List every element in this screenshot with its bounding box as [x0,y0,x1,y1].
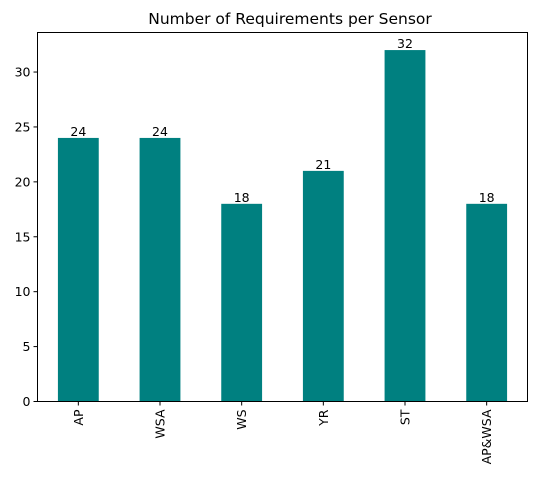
value-label-4: 32 [397,36,413,51]
x-axis: AP WSA WS YR ST AP&WSA [71,401,494,464]
y-tick-label-6: 30 [15,65,31,80]
value-label-3: 21 [315,157,331,172]
x-tick-label-0: AP [71,409,86,426]
x-tick-label-2: WS [234,409,249,429]
value-label-5: 18 [479,190,495,205]
y-tick-label-5: 25 [15,119,31,134]
x-tick-label-3: YR [316,409,331,427]
x-tick-label-1: WSA [153,409,168,439]
y-tick-label-0: 0 [23,394,31,409]
value-label-2: 18 [234,190,250,205]
value-label-1: 24 [152,124,168,139]
bar-3 [302,170,344,402]
x-tick-label-4: ST [398,409,413,425]
y-tick-label-4: 20 [15,174,31,189]
bars-layer [57,50,508,402]
bar-0 [57,137,99,402]
y-tick-label-1: 5 [23,339,31,354]
chart-title: Number of Requirements per Sensor [148,10,432,28]
bar-1 [139,137,181,402]
bar-5 [466,203,508,402]
value-labels-layer: 24 24 18 21 32 18 [70,36,494,205]
plot-frame [37,32,528,402]
y-tick-label-2: 10 [15,284,31,299]
bar-4 [384,50,426,402]
y-axis: 0 5 10 15 20 25 30 [15,65,38,409]
x-tick-label-5: AP&WSA [479,409,494,464]
bar-2 [221,203,263,402]
y-tick-label-3: 15 [15,229,31,244]
value-label-0: 24 [70,124,86,139]
